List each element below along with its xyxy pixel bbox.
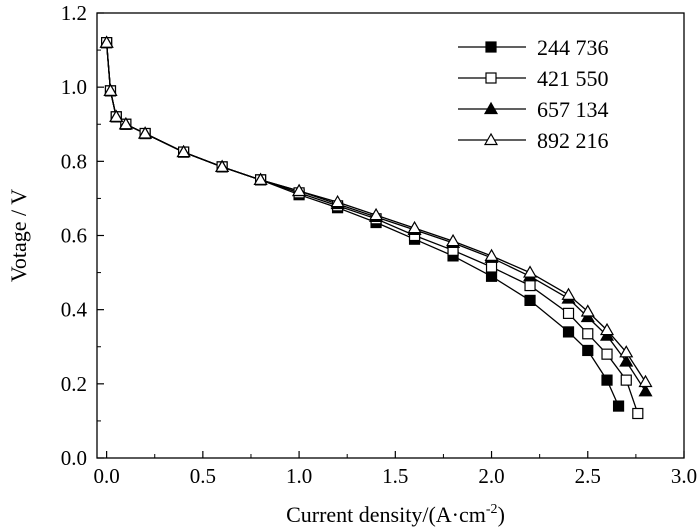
series-4-point: [292, 183, 307, 197]
series-4-point: [580, 304, 595, 317]
series-4-point: [215, 159, 230, 172]
series-4-point: [599, 322, 615, 336]
series-2-point: [601, 348, 613, 360]
series-1-point: [612, 400, 625, 412]
series-4-point: [407, 220, 422, 234]
series-2-point: [632, 407, 644, 420]
legend-label: 657 134: [537, 97, 609, 122]
legend-label: 892 216: [537, 128, 609, 153]
series-2-point: [562, 307, 575, 319]
series-4-point: [176, 144, 191, 158]
y-tick-label: 0.8: [61, 149, 87, 173]
series-4-point: [561, 287, 576, 300]
x-axis-label-superscript: -2: [486, 502, 498, 517]
series-1-point: [562, 326, 575, 338]
x-tick-label: 2.5: [575, 464, 601, 488]
series-4-point: [638, 374, 653, 388]
series-4-point: [484, 248, 499, 261]
tick-group: 0.0 0.5 1.0 1.5 2.0 2.5 3.0 0.0 0.2 0.4 0.6 0.8 1.0 1…: [61, 1, 697, 488]
series-4-point: [619, 345, 634, 358]
y-tick-label: 1.0: [61, 75, 87, 99]
series-2-point: [620, 374, 632, 386]
y-tick-label: 0.0: [61, 446, 87, 470]
y-axis-label: Votage / V: [6, 189, 31, 282]
series-4-point: [103, 83, 118, 96]
legend-marker: [483, 101, 499, 115]
legend-marker: [485, 72, 497, 84]
legend-label: 244 736: [537, 35, 609, 60]
x-tick-label: 1.5: [382, 464, 408, 488]
series-4-point: [118, 117, 133, 130]
legend-label: 421 550: [537, 66, 609, 91]
legend-marker: [485, 41, 497, 53]
y-tick-label: 0.2: [61, 372, 87, 396]
series-3-point: [619, 354, 634, 367]
series-4-point: [522, 265, 538, 278]
series-4-point: [446, 233, 461, 247]
x-tick-label: 2.0: [478, 464, 504, 488]
series-1-point: [524, 294, 536, 306]
y-tick-label: 0.6: [61, 224, 87, 248]
legend: 244 736 421 550 657 134 892 216: [458, 35, 609, 153]
series-4-point: [330, 194, 345, 208]
series-2-point: [524, 279, 536, 292]
series-2-point: [582, 328, 594, 340]
x-tick-label: 3.0: [671, 464, 697, 488]
series-4-point: [109, 109, 124, 122]
legend-marker: [483, 132, 499, 146]
series-2-point: [485, 261, 498, 273]
x-tick-label: 1.0: [286, 464, 312, 488]
series-1-point: [601, 374, 613, 386]
series-4-point: [138, 126, 153, 139]
x-axis-label-end: ): [498, 502, 505, 527]
y-tick-label: 0.4: [61, 298, 88, 322]
series-4-point: [369, 207, 384, 221]
x-axis-label-main: Current density/(A·cm: [286, 502, 486, 527]
series-1-point: [485, 270, 498, 282]
series-4-point: [99, 35, 114, 48]
series-4-point: [253, 172, 268, 185]
x-axis-label: Current density/(A·cm-2): [286, 502, 505, 527]
series-1-point: [582, 344, 594, 357]
x-tick-label: 0.5: [190, 464, 216, 488]
x-tick-label: 0.0: [93, 464, 119, 488]
series-markers: [99, 35, 653, 420]
series-3-point: [638, 384, 653, 397]
y-tick-label: 1.2: [61, 1, 87, 25]
